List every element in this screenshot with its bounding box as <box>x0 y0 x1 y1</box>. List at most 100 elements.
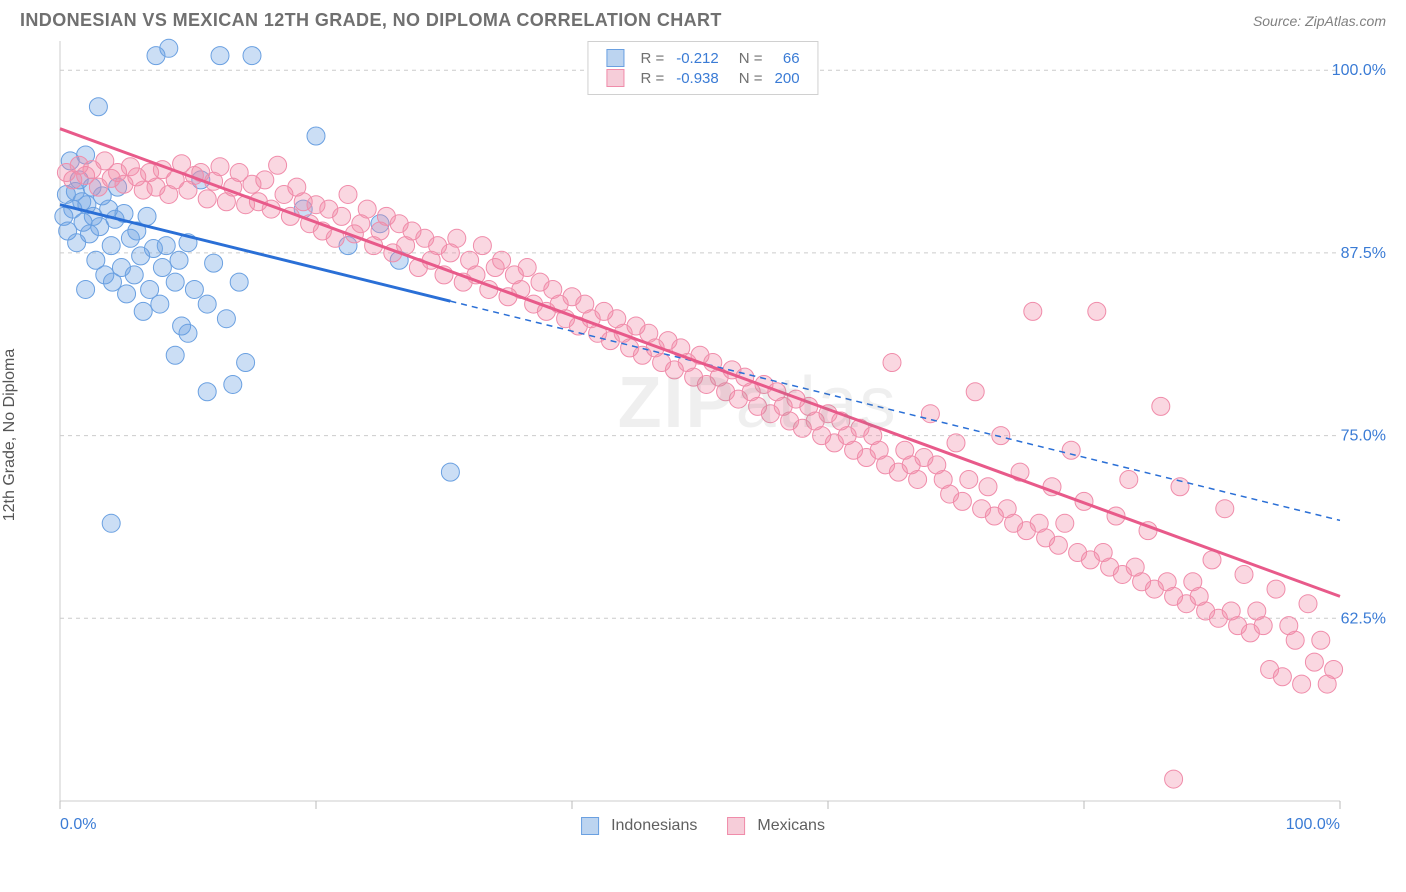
data-point-indonesians <box>125 266 143 284</box>
data-point-mexicans <box>909 470 927 488</box>
source-prefix: Source: <box>1253 13 1305 29</box>
data-point-mexicans <box>1273 668 1291 686</box>
chart-container: 12th Grade, No Diploma R =-0.212N =66R =… <box>20 35 1386 835</box>
data-point-indonesians <box>224 375 242 393</box>
legend-n-label: N = <box>725 48 769 68</box>
data-point-mexicans <box>1312 631 1330 649</box>
series-legend: Indonesians Mexicans <box>581 817 825 835</box>
data-point-indonesians <box>102 237 120 255</box>
data-point-mexicans <box>339 185 357 203</box>
data-point-indonesians <box>118 285 136 303</box>
x-tick-label: 100.0% <box>1286 816 1340 833</box>
legend-swatch-mexicans <box>606 69 624 87</box>
data-point-mexicans <box>960 470 978 488</box>
data-point-mexicans <box>1299 595 1317 613</box>
scatter-chart: 62.5% 75.0% 87.5% 100.0% 0.0% 100.0% <box>20 35 1386 835</box>
legend-row-indonesians: R =-0.212N =66 <box>600 48 805 68</box>
data-point-mexicans <box>1088 302 1106 320</box>
y-tick-label: 75.0% <box>1341 428 1386 445</box>
data-point-mexicans <box>1165 770 1183 788</box>
data-point-mexicans <box>947 434 965 452</box>
data-point-indonesians <box>160 39 178 57</box>
data-point-mexicans <box>448 229 466 247</box>
data-point-indonesians <box>170 251 188 269</box>
legend-item-mexicans[interactable]: Mexicans <box>727 817 825 835</box>
data-point-indonesians <box>153 259 171 277</box>
data-point-indonesians <box>166 346 184 364</box>
data-point-indonesians <box>217 310 235 328</box>
data-point-indonesians <box>198 383 216 401</box>
data-point-mexicans <box>493 251 511 269</box>
data-point-indonesians <box>185 280 203 298</box>
data-point-indonesians <box>211 47 229 65</box>
data-point-mexicans <box>198 190 216 208</box>
y-tick-label: 62.5% <box>1341 610 1386 627</box>
data-point-mexicans <box>256 171 274 189</box>
legend-swatch-mexicans <box>727 817 745 835</box>
x-tick-label: 0.0% <box>60 816 96 833</box>
legend-r-value-mexicans: -0.938 <box>670 68 725 88</box>
legend-n-value-indonesians: 66 <box>769 48 806 68</box>
data-point-mexicans <box>1024 302 1042 320</box>
data-point-mexicans <box>1062 441 1080 459</box>
data-point-mexicans <box>1267 580 1285 598</box>
data-point-indonesians <box>179 324 197 342</box>
data-point-mexicans <box>979 478 997 496</box>
data-point-mexicans <box>1216 500 1234 518</box>
data-point-mexicans <box>358 200 376 218</box>
data-point-mexicans <box>966 383 984 401</box>
y-axis-label: 12th Grade, No Diploma <box>1 349 19 522</box>
data-point-indonesians <box>198 295 216 313</box>
legend-r-label: R = <box>634 68 670 88</box>
data-point-indonesians <box>77 280 95 298</box>
data-point-mexicans <box>1325 660 1343 678</box>
y-tick-label: 87.5% <box>1341 245 1386 262</box>
data-point-indonesians <box>243 47 261 65</box>
data-point-indonesians <box>205 254 223 272</box>
data-point-mexicans <box>1203 551 1221 569</box>
source-name: ZipAtlas.com <box>1305 13 1386 29</box>
data-point-mexicans <box>1235 565 1253 583</box>
data-point-mexicans <box>1305 653 1323 671</box>
data-point-indonesians <box>151 295 169 313</box>
data-point-mexicans <box>211 158 229 176</box>
legend-r-label: R = <box>634 48 670 68</box>
legend-row-mexicans: R =-0.938N =200 <box>600 68 805 88</box>
data-point-mexicans <box>1152 397 1170 415</box>
data-point-mexicans <box>1120 470 1138 488</box>
data-point-mexicans <box>992 427 1010 445</box>
data-point-indonesians <box>237 354 255 372</box>
legend-n-value-mexicans: 200 <box>769 68 806 88</box>
data-point-indonesians <box>166 273 184 291</box>
legend-swatch-indonesians <box>606 49 624 67</box>
legend-label-mexicans: Mexicans <box>757 817 825 835</box>
data-point-mexicans <box>921 405 939 423</box>
data-point-mexicans <box>1293 675 1311 693</box>
correlation-legend: R =-0.212N =66R =-0.938N =200 <box>587 41 818 95</box>
data-point-mexicans <box>883 354 901 372</box>
y-tick-label: 100.0% <box>1332 62 1386 79</box>
legend-n-label: N = <box>725 68 769 88</box>
source-text: Source: ZipAtlas.com <box>1253 13 1386 29</box>
data-point-mexicans <box>1049 536 1067 554</box>
chart-title: INDONESIAN VS MEXICAN 12TH GRADE, NO DIP… <box>20 10 722 31</box>
data-point-indonesians <box>102 514 120 532</box>
data-point-mexicans <box>953 492 971 510</box>
data-point-indonesians <box>134 302 152 320</box>
legend-r-value-indonesians: -0.212 <box>670 48 725 68</box>
data-point-indonesians <box>441 463 459 481</box>
trend-line-indonesians-extrapolated <box>450 301 1340 520</box>
data-point-mexicans <box>1056 514 1074 532</box>
legend-item-indonesians[interactable]: Indonesians <box>581 817 697 835</box>
data-point-mexicans <box>518 259 536 277</box>
legend-swatch-indonesians <box>581 817 599 835</box>
data-point-indonesians <box>157 237 175 255</box>
data-point-indonesians <box>138 207 156 225</box>
data-point-indonesians <box>230 273 248 291</box>
data-point-mexicans <box>333 207 351 225</box>
legend-label-indonesians: Indonesians <box>611 817 697 835</box>
data-point-indonesians <box>307 127 325 145</box>
data-point-mexicans <box>1286 631 1304 649</box>
data-point-mexicans <box>1254 617 1272 635</box>
data-point-mexicans <box>269 156 287 174</box>
